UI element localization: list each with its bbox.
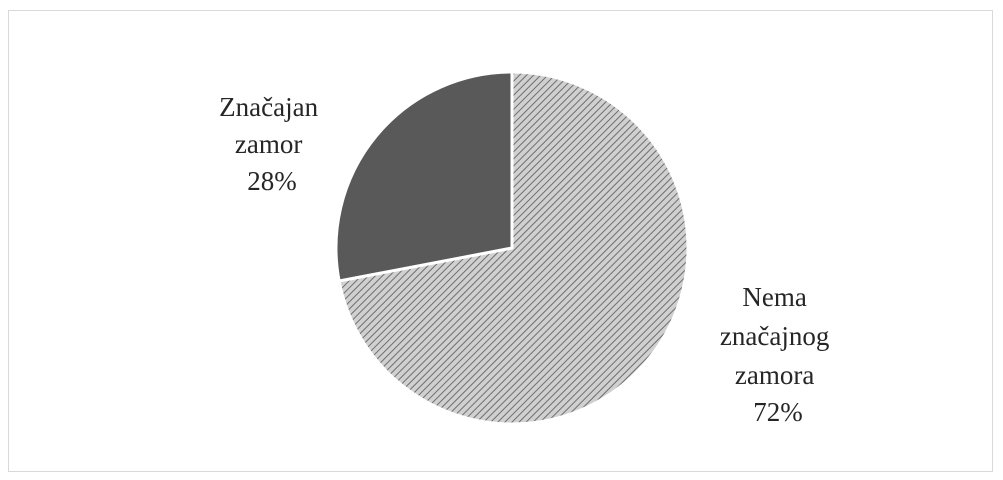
pie-slices [334, 70, 690, 426]
slice-value-label: 72% [753, 397, 803, 427]
pie-slice-1 [334, 70, 514, 283]
slice-label-no-significant-fatigue: Nema značajnog zamora 72% [720, 282, 836, 427]
pie-slice-0 [337, 70, 690, 426]
slice-value-label: 28% [247, 166, 297, 196]
slice-label-line: zamor [235, 129, 302, 159]
slice-label-line: značajnog [720, 321, 829, 351]
slice-label-line: zamora [735, 360, 814, 390]
slice-label-line: Nema [742, 282, 806, 312]
slice-label-line: Značajan [219, 92, 318, 122]
slice-label-significant-fatigue: Značajan zamor 28% [219, 92, 325, 196]
